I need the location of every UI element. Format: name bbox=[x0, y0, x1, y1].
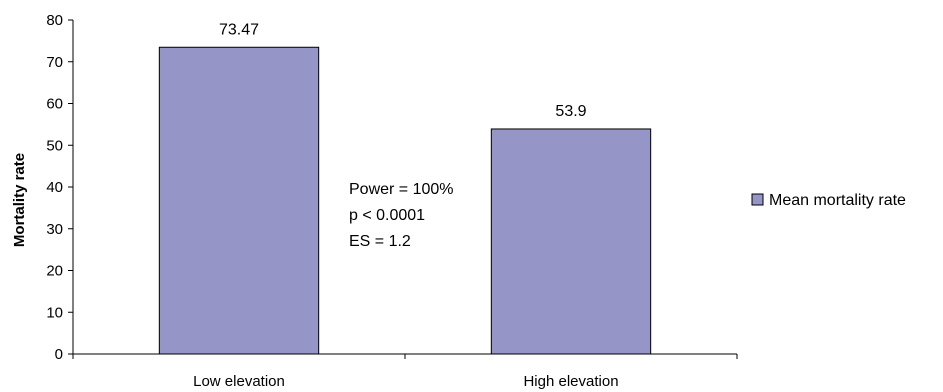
annotation: Power = 100% p < 0.0001 ES = 1.2 bbox=[349, 181, 454, 250]
data-labels: 73.47 53.9 bbox=[219, 21, 587, 120]
bar-value-label: 53.9 bbox=[555, 103, 586, 120]
x-tick-label: Low elevation bbox=[193, 373, 285, 390]
legend-swatch bbox=[751, 193, 764, 206]
y-tick-label: 40 bbox=[46, 179, 63, 196]
y-tick-label: 10 bbox=[46, 304, 63, 321]
annotation-line-es: ES = 1.2 bbox=[349, 233, 411, 250]
y-tick-label: 0 bbox=[55, 346, 63, 363]
x-tick-label: High elevation bbox=[523, 373, 618, 390]
annotation-line-power: Power = 100% bbox=[349, 181, 454, 198]
bar-value-label: 73.47 bbox=[219, 21, 259, 38]
legend-label: Mean mortality rate bbox=[769, 192, 906, 209]
bar bbox=[158, 46, 320, 355]
bars bbox=[158, 46, 652, 355]
x-axis: Low elevation High elevation bbox=[72, 353, 738, 390]
y-tick-label: 20 bbox=[46, 263, 63, 280]
y-tick-label: 80 bbox=[46, 12, 63, 29]
y-tick-label: 30 bbox=[46, 221, 63, 238]
y-axis: 0 10 20 30 40 50 60 70 80 bbox=[46, 12, 74, 363]
annotation-line-p: p < 0.0001 bbox=[349, 207, 425, 224]
y-tick-label: 50 bbox=[46, 137, 63, 154]
y-tick-label: 60 bbox=[46, 96, 63, 113]
legend: Mean mortality rate bbox=[751, 192, 906, 209]
bar bbox=[490, 128, 652, 355]
y-axis-title: Mortality rate bbox=[11, 153, 28, 247]
y-tick-label: 70 bbox=[46, 54, 63, 71]
